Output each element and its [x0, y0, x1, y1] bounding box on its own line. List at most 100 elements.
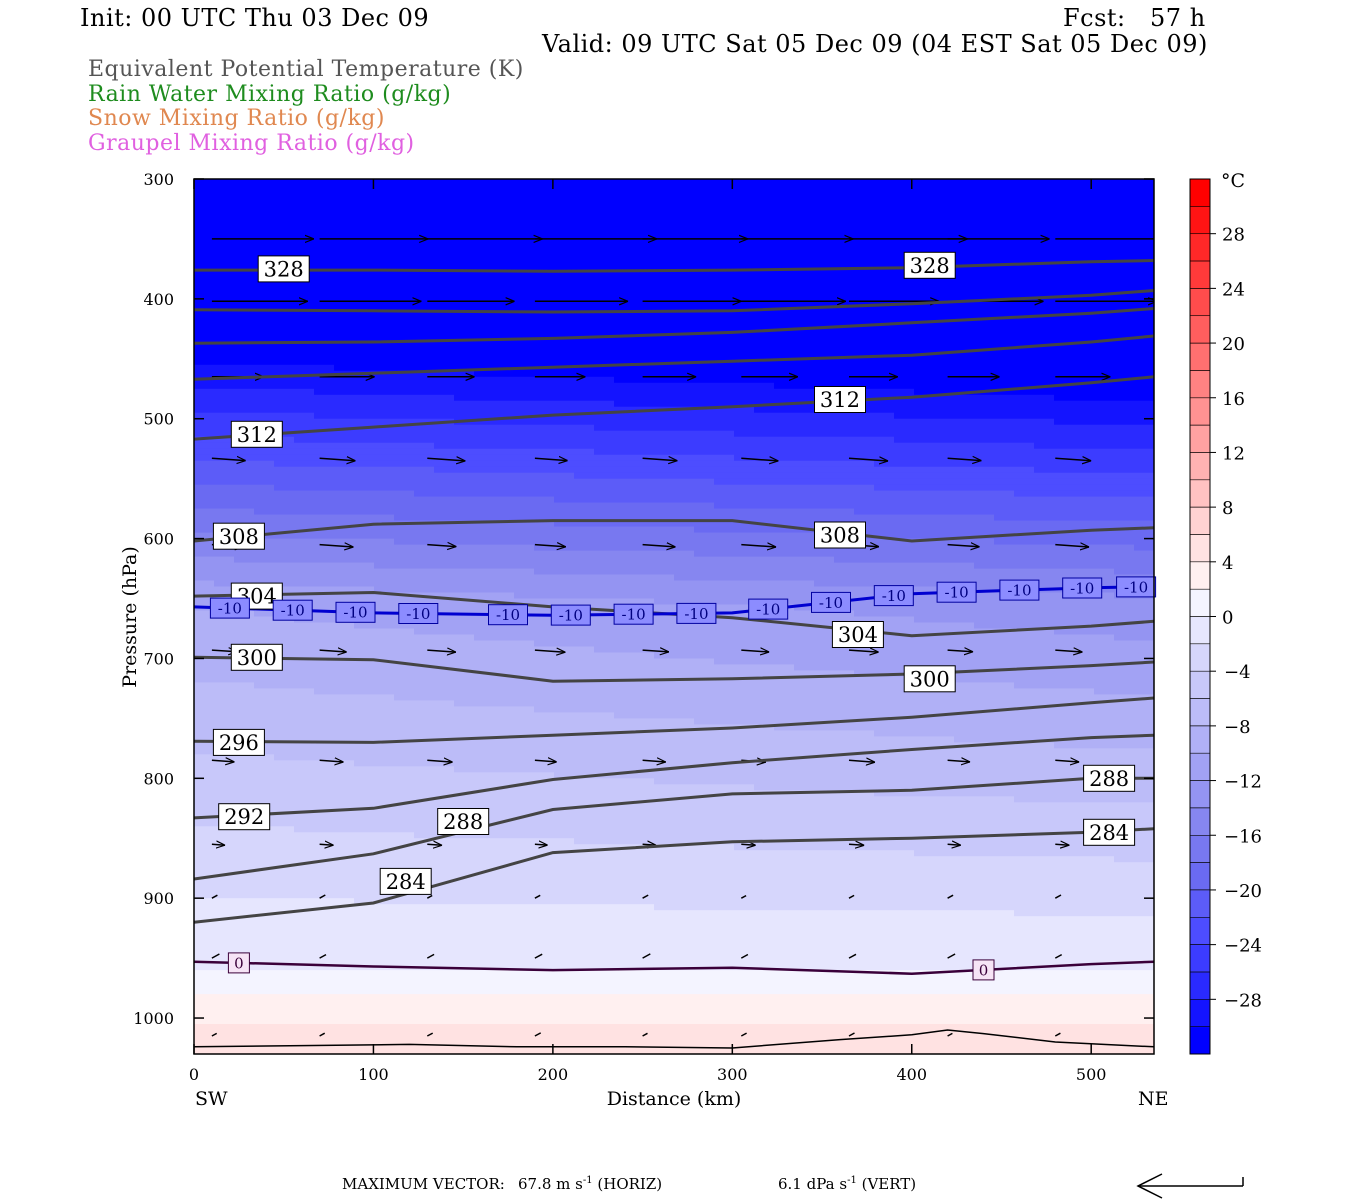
- temperature-cell: [854, 712, 875, 719]
- temperature-cell: [734, 652, 755, 660]
- temperature-cell: [634, 388, 655, 396]
- temperature-cell: [434, 1030, 455, 1037]
- temperature-cell: [714, 268, 735, 276]
- temperature-cell: [394, 574, 415, 582]
- temperature-cell: [794, 742, 815, 749]
- temperature-cell: [814, 209, 835, 216]
- temperature-cell: [454, 209, 475, 216]
- temperature-cell: [714, 298, 735, 306]
- temperature-cell: [574, 694, 595, 701]
- temperature-cell: [754, 778, 775, 785]
- temperature-cell: [554, 226, 575, 234]
- temperature-cell: [234, 694, 255, 701]
- temperature-cell: [614, 520, 635, 528]
- temperature-cell: [414, 580, 435, 588]
- temperature-cell: [494, 880, 515, 887]
- temperature-cell: [434, 556, 455, 564]
- temperature-cell: [714, 460, 735, 468]
- temperature-cell: [494, 904, 515, 911]
- temperature-cell: [574, 508, 595, 516]
- temperature-cell: [554, 538, 575, 546]
- temperature-cell: [514, 952, 535, 959]
- temperature-cell: [514, 274, 535, 282]
- temperature-cell: [654, 478, 675, 486]
- temperature-cell: [494, 1018, 515, 1025]
- temperature-cell: [454, 238, 475, 246]
- temperature-cell: [614, 922, 635, 929]
- temperature-cell: [334, 472, 355, 480]
- temperature-cell: [574, 394, 595, 402]
- temperature-cell: [594, 952, 615, 959]
- temperature-cell: [854, 454, 875, 462]
- temperature-cell: [774, 988, 795, 995]
- temperature-cell: [594, 742, 615, 749]
- temperature-cell: [194, 215, 215, 222]
- temperature-cell: [314, 436, 335, 444]
- temperature-cell: [654, 502, 675, 510]
- temperature-cell: [674, 496, 695, 504]
- temperature-cell: [774, 958, 795, 965]
- temperature-cell: [494, 514, 515, 522]
- temperature-cell: [654, 418, 675, 426]
- temperature-cell: [534, 946, 555, 953]
- temperature-cell: [814, 742, 835, 749]
- temperature-cell: [634, 1024, 655, 1031]
- temperature-cell: [294, 562, 315, 570]
- temperature-cell: [194, 952, 215, 959]
- temperature-cell: [634, 562, 655, 570]
- temperature-cell: [314, 568, 335, 576]
- temperature-cell: [374, 406, 395, 414]
- temperature-cell: [514, 742, 535, 749]
- temperature-cell: [554, 1030, 575, 1037]
- temperature-cell: [754, 916, 775, 923]
- temperature-cell: [674, 538, 695, 546]
- temperature-cell: [754, 796, 775, 803]
- temperature-cell: [534, 532, 555, 540]
- temperature-cell: [554, 898, 575, 905]
- temperature-cell: [494, 298, 515, 306]
- temperature-cell: [314, 262, 335, 270]
- temperature-cell: [194, 784, 215, 791]
- temperature-cell: [414, 358, 435, 366]
- temperature-cell: [734, 604, 755, 612]
- temperature-cell: [494, 820, 515, 827]
- temperature-cell: [734, 490, 755, 498]
- temperature-cell: [434, 1036, 455, 1043]
- temperature-cell: [274, 832, 295, 839]
- temperature-cell: [214, 179, 235, 186]
- temperature-cell: [554, 736, 575, 743]
- temperature-cell: [354, 292, 375, 300]
- temperature-cell: [214, 334, 235, 342]
- temperature-cell: [494, 718, 515, 725]
- temperature-cell: [374, 514, 395, 522]
- temperature-cell: [634, 712, 655, 719]
- temperature-cell: [314, 346, 335, 354]
- temperature-cell: [794, 940, 815, 947]
- temperature-cell: [554, 203, 575, 210]
- temperature-cell: [714, 406, 735, 414]
- temperature-cell: [534, 382, 555, 390]
- temperature-cell: [654, 538, 675, 546]
- temperature-cell: [734, 736, 755, 743]
- temperature-cell: [514, 382, 535, 390]
- temperature-cell: [494, 1042, 515, 1049]
- temperature-cell: [254, 412, 275, 420]
- temperature-cell: [454, 262, 475, 270]
- temperature-cell: [394, 430, 415, 438]
- temperature-cell: [334, 676, 355, 683]
- temperature-cell: [834, 1018, 855, 1025]
- temperature-cell: [214, 934, 235, 941]
- temperature-cell: [554, 406, 575, 414]
- temperature-cell: [534, 700, 555, 707]
- temperature-cell: [714, 664, 735, 671]
- temperature-cell: [474, 352, 495, 360]
- temperature-cell: [214, 430, 235, 438]
- temperature-cell: [614, 886, 635, 893]
- temperature-cell: [654, 736, 675, 743]
- temperature-cell: [334, 742, 355, 749]
- temperature-cell: [314, 700, 335, 707]
- temperature-cell: [234, 1030, 255, 1037]
- temperature-cell: [854, 568, 875, 576]
- temperature-cell: [274, 322, 295, 330]
- temperature-cell: [234, 850, 255, 857]
